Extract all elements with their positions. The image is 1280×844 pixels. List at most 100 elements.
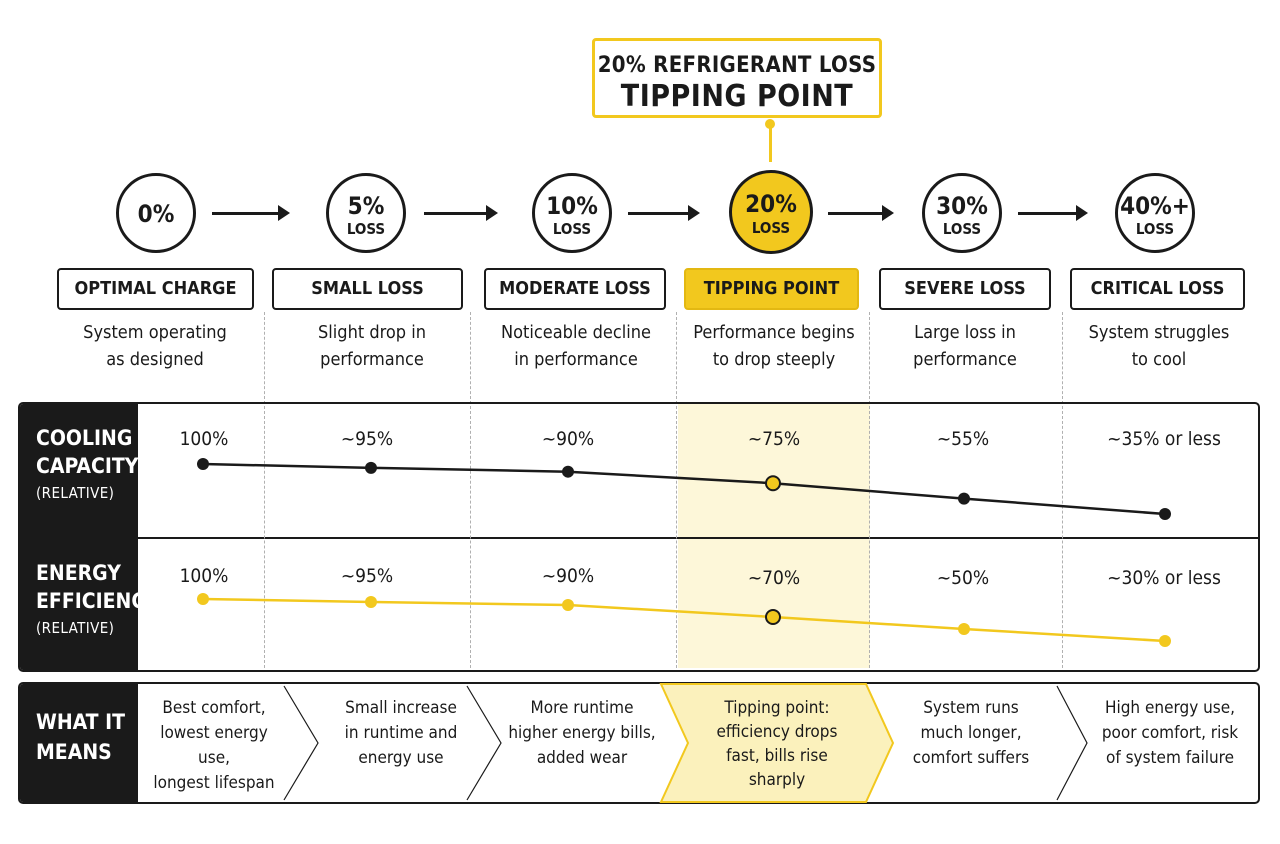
meaning-line: in runtime and — [344, 723, 458, 743]
stage-desc-line: Noticeable decline — [501, 322, 651, 343]
meaning-line: energy use — [358, 748, 444, 768]
stage-pct: 5% — [347, 192, 385, 220]
efficiency-data-point — [365, 596, 377, 608]
cooling-capacity-panel: COOLING CAPACITY (RELATIVE) — [18, 402, 1260, 538]
stage-label-small: SMALL LOSS — [272, 268, 463, 310]
cooling-value-label: 100% — [179, 428, 229, 450]
stage-label-severe: SEVERE LOSS — [879, 268, 1051, 310]
column-divider — [869, 312, 870, 404]
stage-sub: LOSS — [942, 220, 982, 238]
energy-efficiency-panel: ENERGY EFFICIENCY (RELATIVE) — [18, 538, 1260, 672]
cooling-data-point — [765, 475, 781, 492]
meaning-line: higher energy bills, — [508, 723, 656, 743]
meaning-line: More runtime — [530, 698, 634, 718]
row-header: WHAT IT MEANS — [20, 684, 138, 802]
cooling-data-point — [1159, 508, 1171, 520]
efficiency-value-label: ~30% or less — [1107, 567, 1221, 589]
column-divider — [1062, 312, 1063, 404]
cooling-series-line — [202, 462, 1166, 516]
row-header-line: COOLING — [36, 426, 133, 450]
efficiency-value-label: ~95% — [340, 565, 394, 587]
efficiency-value-label: ~70% — [747, 567, 801, 589]
row-header-line: WHAT IT — [36, 710, 126, 734]
meaning-text-tipping: Tipping point: efficiency drops fast, bi… — [694, 696, 860, 792]
efficiency-data-point — [958, 623, 970, 635]
meaning-line: poor comfort, risk — [1101, 723, 1239, 743]
meaning-line: sharply — [748, 770, 806, 790]
stage-desc: Large loss in performance — [865, 319, 1065, 373]
meaning-text: System runs much longer, comfort suffers — [896, 696, 1046, 771]
cooling-value-label: ~55% — [936, 428, 990, 450]
arrow-right-icon — [628, 205, 700, 221]
meaning-text: More runtime higher energy bills, added … — [504, 696, 660, 771]
callout-line2: TIPPING POINT — [620, 79, 854, 114]
cooling-value-label: ~75% — [747, 428, 801, 450]
meaning-text: Small increase in runtime and energy use — [326, 696, 476, 771]
callout-line1: 20% REFRIGERANT LOSS — [597, 53, 877, 78]
stage-desc-line: System struggles — [1088, 322, 1230, 343]
stage-desc-line: Slight drop in — [318, 322, 426, 343]
column-divider — [676, 406, 677, 668]
stage-circle-5: 5% LOSS — [326, 173, 406, 253]
meaning-line: Tipping point: — [724, 698, 830, 718]
cooling-data-point — [958, 492, 970, 505]
arrow-right-icon — [212, 205, 290, 221]
cooling-value-label: ~95% — [340, 428, 394, 450]
stage-desc-line: performance — [913, 349, 1017, 370]
meaning-text: Best comfort, lowest energy use, longest… — [144, 696, 284, 796]
stage-desc: System operating as designed — [55, 319, 255, 373]
column-divider — [470, 312, 471, 404]
row-header-line: ENERGY — [36, 561, 121, 585]
stage-circle-10: 10% LOSS — [532, 173, 612, 253]
meaning-line: Best comfort, — [162, 698, 266, 718]
arrow-right-icon — [828, 205, 894, 221]
cooling-value-label: ~35% or less — [1107, 428, 1221, 450]
stage-pct: 20% — [745, 190, 797, 218]
meaning-line: longest lifespan — [153, 773, 275, 793]
meaning-line: of system failure — [1105, 748, 1234, 768]
stage-desc-line: Large loss in — [914, 322, 1016, 343]
callout-connector — [769, 128, 772, 162]
efficiency-data-point — [1159, 635, 1171, 647]
row-header-sub: (RELATIVE) — [36, 619, 115, 637]
arrow-right-icon — [1018, 205, 1088, 221]
meaning-line: High energy use, — [1104, 698, 1236, 718]
stage-pct: 0% — [137, 200, 175, 228]
meaning-line: comfort suffers — [912, 748, 1030, 768]
stage-label-tipping: TIPPING POINT — [684, 268, 859, 310]
efficiency-data-point — [197, 593, 209, 605]
row-header-line: MEANS — [36, 740, 112, 764]
efficiency-value-label: 100% — [179, 565, 229, 587]
column-divider — [1062, 406, 1063, 668]
stage-circle-30: 30% LOSS — [922, 173, 1002, 253]
stage-desc-line: System operating — [83, 322, 227, 343]
column-divider — [869, 406, 870, 668]
stage-sub: LOSS — [751, 219, 791, 237]
meaning-line: fast, bills rise — [726, 746, 828, 766]
stage-circle-40: 40%+ LOSS — [1115, 173, 1195, 253]
meaning-line: Small increase — [345, 698, 457, 718]
meaning-line: lowest energy use, — [160, 723, 268, 768]
cooling-data-point — [562, 465, 574, 478]
stage-desc-line: to cool — [1131, 349, 1187, 370]
stage-circle-20: 20% LOSS — [729, 170, 813, 254]
tipping-point-callout: 20% REFRIGERANT LOSS TIPPING POINT — [592, 38, 882, 118]
stage-pct: 30% — [936, 192, 988, 220]
stage-desc-line: performance — [320, 349, 424, 370]
stage-label-optimal: OPTIMAL CHARGE — [57, 268, 254, 310]
column-divider — [264, 406, 265, 668]
stage-desc-line: to drop steeply — [712, 349, 836, 370]
efficiency-data-point — [562, 599, 574, 611]
cooling-value-label: ~90% — [541, 428, 595, 450]
efficiency-value-label: ~90% — [541, 565, 595, 587]
cooling-data-point — [365, 461, 377, 474]
efficiency-series-line — [202, 597, 1166, 643]
efficiency-data-point — [765, 609, 781, 625]
meaning-text: High energy use, poor comfort, risk of s… — [1090, 696, 1250, 771]
meaning-line: added wear — [536, 748, 628, 768]
arrow-right-icon — [424, 205, 498, 221]
what-it-means-panel: WHAT IT MEANS — [18, 682, 1260, 804]
stage-desc: Performance begins to drop steeply — [674, 319, 874, 373]
stage-pct: 40%+ — [1120, 192, 1190, 220]
